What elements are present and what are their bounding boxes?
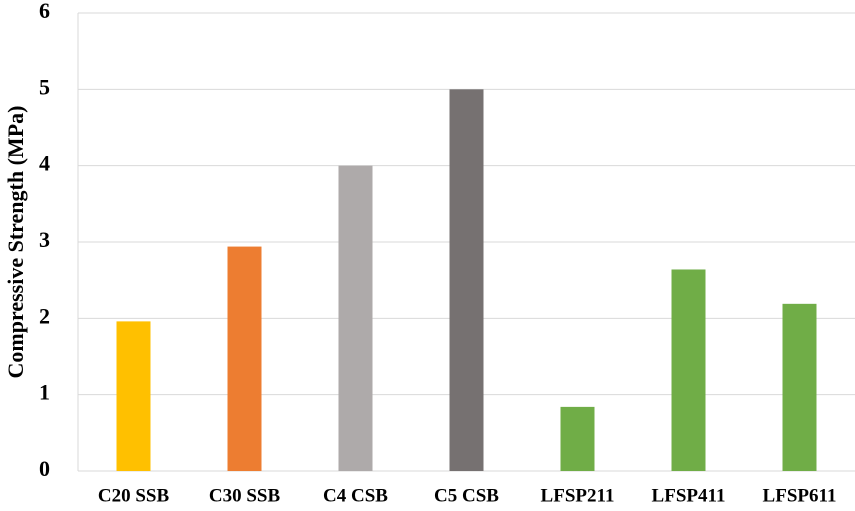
bar bbox=[782, 303, 817, 471]
y-tick-label: 0 bbox=[39, 456, 50, 481]
x-tick-label: C30 SSB bbox=[209, 485, 281, 506]
bar bbox=[116, 321, 151, 471]
y-tick-label: 5 bbox=[39, 74, 50, 99]
x-tick-label: LFSP611 bbox=[763, 485, 837, 506]
bar bbox=[449, 89, 484, 471]
y-tick-label: 6 bbox=[39, 0, 50, 23]
y-tick-label: 3 bbox=[39, 227, 50, 252]
bar bbox=[560, 406, 595, 471]
x-tick-label: C5 CSB bbox=[434, 485, 499, 506]
x-tick-label: C20 SSB bbox=[98, 485, 170, 506]
x-tick-label: LFSP411 bbox=[652, 485, 726, 506]
bar bbox=[227, 246, 262, 471]
y-tick-label: 4 bbox=[39, 151, 50, 176]
y-tick-label: 2 bbox=[39, 303, 50, 328]
y-tick-label: 1 bbox=[39, 380, 50, 405]
bar bbox=[671, 269, 706, 471]
y-axis-label: Compressive Strength (MPa) bbox=[3, 106, 28, 379]
x-tick-label: C4 CSB bbox=[323, 485, 388, 506]
bar bbox=[338, 165, 373, 471]
x-tick-label: LFSP211 bbox=[541, 485, 615, 506]
